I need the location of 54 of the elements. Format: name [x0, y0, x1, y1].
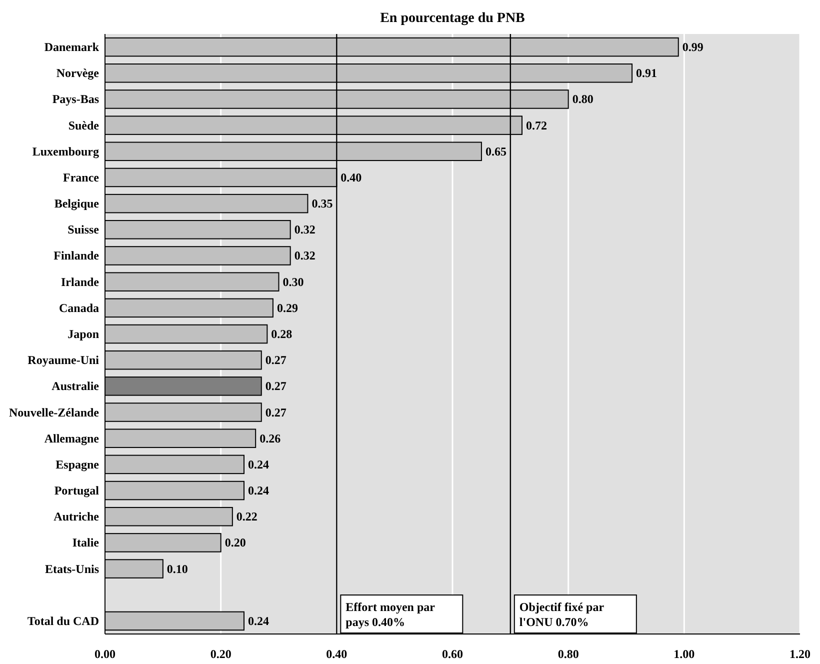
y-tick-label: Nouvelle-Zélande [9, 405, 100, 420]
y-tick-label: Australie [52, 379, 100, 394]
y-tick-label: Suisse [68, 222, 100, 237]
ref-line-label: Objectif fixé par l'ONU 0.70% [519, 600, 605, 629]
x-tick-label: 0.20 [210, 647, 232, 661]
data-label: 0.27 [265, 405, 286, 420]
data-label: 0.80 [572, 92, 594, 106]
y-tick-label: Allemagne [44, 431, 100, 446]
data-label: 0.22 [236, 510, 258, 524]
data-label: 0.35 [312, 196, 333, 211]
data-label: 0.72 [526, 118, 547, 132]
y-tick-label: Luxembourg [32, 144, 99, 158]
data-label: 0.65 [485, 144, 506, 158]
y-tick-label: France [63, 170, 100, 184]
data-label: 0.91 [636, 66, 658, 80]
data-label: 0.28 [271, 327, 292, 341]
y-tick-label: Autriche [54, 510, 100, 524]
y-tick-label: Irlande [60, 274, 100, 289]
y-tick-label: Royaume-Uni [28, 353, 100, 368]
data-label: 0.24 [248, 484, 269, 498]
chart-title: En pourcentage du PNB [380, 11, 525, 26]
y-tick-label: Finlande [54, 248, 100, 263]
y-tick-label: Portugal [54, 484, 100, 498]
x-tick-label: 1.20 [790, 647, 810, 661]
data-label: 0.27 [265, 379, 286, 394]
y-tick-label: Etats-Unis [44, 562, 100, 576]
y-tick-label: Danemark [44, 40, 100, 54]
y-tick-label: Total du CAD [27, 614, 100, 628]
y-tick-label: Japon [68, 327, 100, 341]
ref-line-label: Effort moyen par pays 0.40% [346, 600, 436, 629]
x-tick-label: 0.80 [558, 647, 579, 661]
y-tick-label: Canada [58, 300, 99, 315]
y-tick-label: Italie [72, 536, 100, 550]
y-tick-label: Suède [68, 118, 100, 132]
y-tick-label: Belgique [54, 196, 100, 211]
y-tick-label: Norvège [56, 66, 100, 80]
data-label: 0.29 [276, 300, 298, 315]
x-tick-label: 0.00 [94, 647, 116, 661]
data-label: 0.32 [294, 222, 316, 237]
data-label: 0.99 [682, 40, 704, 54]
data-label: 0.26 [260, 431, 281, 446]
x-tick-label: 0.40 [326, 647, 348, 661]
data-label: 0.24 [248, 457, 269, 472]
data-label: 0.27 [265, 353, 286, 368]
data-label: 0.10 [166, 562, 188, 576]
data-label: 0.20 [224, 536, 246, 550]
data-label: 0.24 [248, 614, 269, 628]
x-tick-label: 1.00 [674, 647, 695, 661]
data-label: 0.30 [282, 274, 304, 289]
y-tick-label: Pays-Bas [52, 92, 100, 106]
data-label: 0.40 [340, 170, 362, 184]
y-tick-label: Espagne [56, 457, 100, 472]
data-label: 0.32 [294, 248, 316, 263]
x-tick-label: 0.60 [442, 647, 463, 661]
